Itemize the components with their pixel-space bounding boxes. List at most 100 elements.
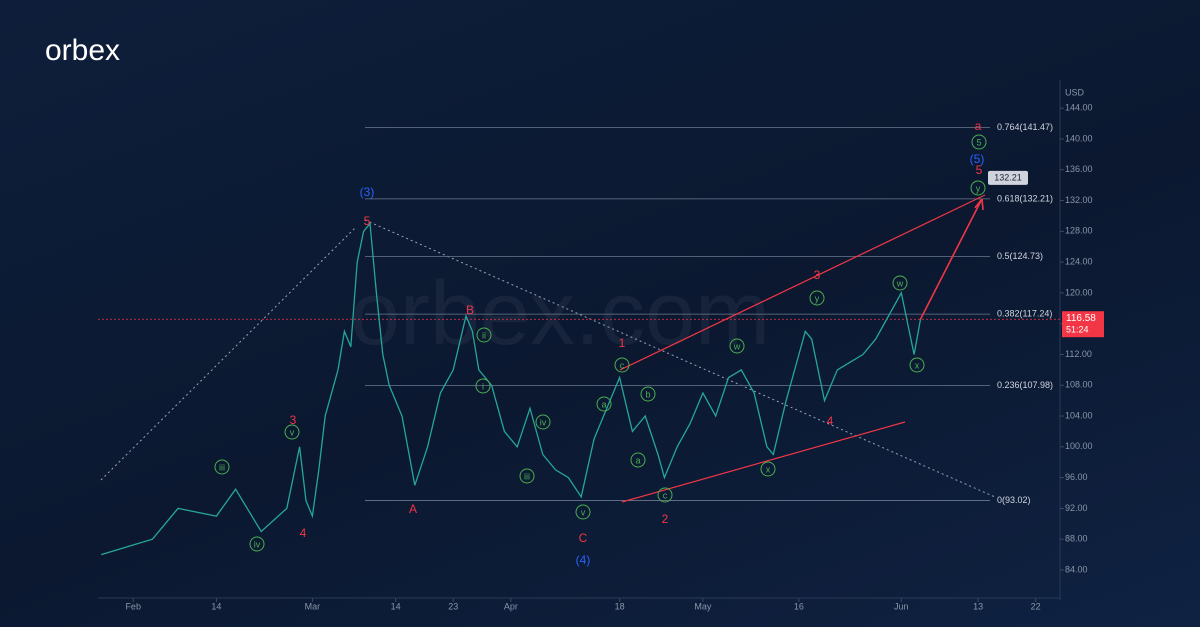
fib-label: 0.236(107.98) [997,380,1053,390]
wave-circle [575,504,591,520]
wave-circle [214,459,230,475]
wave-label: B [466,303,474,317]
y-tick-label: 84.00 [1065,564,1088,574]
wave-label: (5) [970,152,985,166]
wave-circle [519,468,535,484]
wave-label: 3 [814,268,821,282]
wave-label: i [482,381,484,391]
currency-label: USD [1065,87,1085,97]
wave-circle [535,414,551,430]
y-tick-label: 128.00 [1065,226,1093,236]
y-tick-label: 124.00 [1065,256,1093,266]
wave-label: v [290,427,295,437]
x-tick-label: 14 [391,601,401,611]
wave-circle [614,357,630,373]
x-tick-label: 18 [615,601,625,611]
wave-label: y [815,293,820,303]
wave-label: 2 [662,512,669,526]
fib-label: 0(93.02) [997,495,1031,505]
wave-label: w [733,341,741,351]
y-tick-label: 96.00 [1065,472,1088,482]
y-tick-label: 88.00 [1065,534,1088,544]
x-tick-label: Apr [504,601,518,611]
x-tick-label: 14 [211,601,221,611]
wave-label: iii [524,471,530,481]
fib-label: 0.382(117.24) [997,309,1052,319]
wave-label: 4 [300,526,307,540]
wave-label: b [645,389,650,399]
x-tick-label: Mar [305,601,321,611]
countdown: 51:24 [1066,325,1089,335]
wave-label: iv [540,417,547,427]
wave-circle [596,396,612,412]
y-tick-label: 140.00 [1065,133,1093,143]
x-tick-label: 13 [973,601,983,611]
wave-label: x [766,464,771,474]
trend-line [619,194,986,371]
wave-circle [475,378,491,394]
wave-circle [760,461,776,477]
forecast-arrow [919,198,983,320]
wave-label: 3 [290,413,297,427]
fib-label: 0.5(124.73) [997,251,1043,261]
wave-circle [729,338,745,354]
wave-label: 1 [619,336,626,350]
fib-label: 0.618(132.21) [997,193,1053,203]
x-tick-label: May [694,601,712,611]
wave-label: 5 [976,163,983,177]
wave-label: C [579,531,588,545]
fib-label: 0.764(141.47) [997,122,1053,132]
wave-circle [657,487,673,503]
wave-circle [892,275,908,291]
wave-label: c [620,360,625,370]
x-tick-label: Jun [894,601,909,611]
wave-circle [630,452,646,468]
wave-circle [809,290,825,306]
y-tick-label: 144.00 [1065,103,1093,113]
wave-label: a [975,119,982,133]
target-box [988,170,1028,185]
wave-label: a [635,455,640,465]
wave-label: iii [219,462,225,472]
wave-label: 5 [364,214,371,228]
dotted-line [100,227,356,481]
x-tick-label: 16 [794,601,804,611]
x-tick-label: Feb [125,601,141,611]
wave-label: A [409,502,417,516]
target-label: 132.21 [994,172,1022,182]
wave-label: (4) [576,553,591,567]
wave-label: 4 [827,414,834,428]
wave-label: a [601,399,606,409]
price-series [101,221,922,556]
wave-circle [970,180,986,196]
x-tick-label: 22 [1031,601,1041,611]
y-tick-label: 108.00 [1065,380,1093,390]
price-tag [1062,311,1104,338]
y-tick-label: 120.00 [1065,287,1093,297]
y-tick-label: 112.00 [1065,349,1092,359]
y-tick-label: 132.00 [1065,195,1093,205]
wave-label: w [896,278,904,288]
arrow-head [974,198,984,210]
price-tag-label: 116.58 [1066,313,1096,324]
y-tick-label: 92.00 [1065,503,1088,513]
y-tick-label: 136.00 [1065,164,1093,174]
wave-label: x [915,360,920,370]
wave-label: (3) [360,185,375,199]
wave-label: y [976,183,981,193]
wave-label: iv [254,539,261,549]
wave-label: 5 [976,137,981,147]
wave-circle [971,134,987,150]
wave-circle [909,357,925,373]
wave-label: v [581,507,586,517]
brand-logo: orbex [45,34,120,67]
wave-circle [284,424,300,440]
wave-circle [476,327,492,343]
trend-line [621,421,906,503]
y-tick-label: 100.00 [1065,441,1093,451]
wave-circle [249,536,265,552]
wave-circle [640,386,656,402]
wave-label: ii [482,330,486,340]
y-tick-label: 104.00 [1065,410,1093,420]
